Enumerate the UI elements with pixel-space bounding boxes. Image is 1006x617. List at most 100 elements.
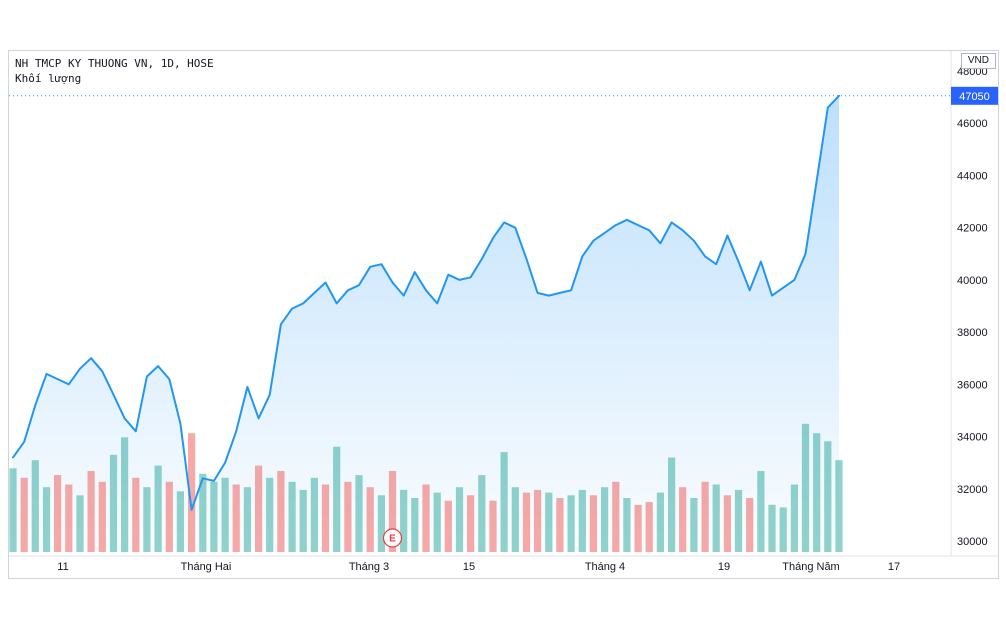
- chart-panel[interactable]: NH TMCP KY THUONG VN, 1D, HOSE Khối lượn…: [8, 50, 999, 579]
- volume-bar: [333, 446, 341, 552]
- volume-bar: [723, 495, 731, 552]
- volume-bar: [545, 492, 553, 552]
- volume-bar: [400, 489, 408, 552]
- volume-bar: [366, 487, 374, 552]
- volume-bar: [601, 487, 609, 552]
- volume-bar: [20, 477, 28, 553]
- volume-bar: [556, 498, 564, 552]
- volume-bar: [444, 500, 452, 552]
- x-axis-label: 17: [888, 561, 900, 573]
- y-axis-label: 34000: [957, 432, 988, 444]
- price-area: [13, 95, 839, 553]
- volume-bar: [522, 492, 531, 552]
- volume-bar: [668, 457, 676, 552]
- volume-bar: [310, 477, 318, 553]
- volume-bar: [779, 507, 787, 552]
- volume-bar: [188, 433, 196, 552]
- y-axis-label: 40000: [957, 275, 988, 287]
- volume-bar: [690, 498, 698, 552]
- y-axis-label: 48000: [957, 66, 988, 78]
- volume-bar: [612, 481, 620, 552]
- volume-bar: [109, 454, 118, 552]
- volume-bar: [824, 441, 832, 552]
- volume-bar: [813, 433, 821, 552]
- volume-bar: [65, 484, 73, 552]
- last-price-badge[interactable]: [951, 86, 998, 105]
- x-axis-label: Tháng Năm: [782, 561, 839, 573]
- last-price-value: 47050: [959, 91, 990, 103]
- volume-bar: [210, 481, 218, 552]
- volume-bar: [489, 500, 497, 552]
- x-axis-label: 19: [718, 561, 730, 573]
- volume-bar: [757, 471, 765, 552]
- x-axis-label: Tháng 4: [585, 561, 625, 573]
- volume-bar: [679, 487, 687, 552]
- volume-bar: [467, 495, 475, 552]
- volume-bar: [221, 477, 229, 553]
- volume-bar: [422, 484, 430, 552]
- volume-bar: [266, 477, 274, 553]
- symbol-title[interactable]: NH TMCP KY THUONG VN, 1D, HOSE: [15, 57, 214, 70]
- y-axis-label: 36000: [957, 379, 988, 391]
- volume-bar: [121, 437, 129, 553]
- volume-bar: [165, 481, 173, 552]
- volume-bar: [835, 460, 843, 552]
- volume-bar: [634, 504, 642, 553]
- volume-bar: [768, 504, 776, 553]
- volume-bar: [411, 498, 419, 552]
- volume-bar: [355, 475, 363, 552]
- x-axis-label: 11: [57, 561, 68, 573]
- volume-bar: [746, 498, 754, 552]
- volume-bar: [623, 498, 631, 552]
- price-chart[interactable]: 48000 46000 44000 42000 40000 38000 36000 34000…: [9, 51, 998, 577]
- volume-bar: [288, 481, 296, 552]
- x-axis-label: 15: [463, 561, 475, 573]
- y-axis-label: 32000: [957, 484, 988, 496]
- x-axis-label: Tháng 3: [349, 561, 389, 573]
- volume-bar: [344, 481, 352, 552]
- volume-bar: [377, 495, 385, 552]
- earnings-marker[interactable]: [382, 528, 403, 548]
- volume-bar: [500, 452, 508, 552]
- volume-bar: [567, 495, 575, 552]
- volume-bar: [589, 495, 597, 552]
- volume-bar: [76, 495, 84, 552]
- volume-bar: [277, 471, 285, 552]
- volume-bar: [578, 489, 586, 552]
- earnings-marker-label: E: [389, 534, 396, 545]
- volume-bar: [645, 502, 653, 553]
- volume-bar: [232, 484, 240, 552]
- volume-bar: [154, 465, 162, 552]
- volume-bar: [734, 489, 743, 552]
- volume-bar: [321, 484, 330, 552]
- y-axis-label: 46000: [957, 118, 988, 130]
- volume-bar: [388, 471, 397, 552]
- y-axis-label: 30000: [957, 536, 988, 548]
- volume-bar: [478, 475, 486, 552]
- price-line: [12, 94, 840, 511]
- volume-bar: [701, 481, 709, 552]
- volume-bar: [712, 484, 720, 552]
- volume-bar: [87, 471, 95, 552]
- y-axis-label: 38000: [957, 327, 988, 339]
- volume-bar: [299, 489, 307, 552]
- x-axis-label: Tháng Hai: [181, 561, 232, 573]
- volume-bar: [243, 487, 251, 552]
- volume-bar: [534, 489, 542, 552]
- volume-legend-label[interactable]: Khối lượng: [15, 72, 82, 85]
- volume-bar: [455, 487, 464, 552]
- volume-bar: [176, 491, 184, 553]
- volume-bar: [31, 460, 39, 552]
- volume-bar: [9, 468, 17, 552]
- currency-label[interactable]: VND: [960, 53, 996, 69]
- chart-legend: NH TMCP KY THUONG VN, 1D, HOSE Khối lượn…: [15, 56, 214, 86]
- volume-bar: [790, 484, 798, 552]
- volume-bar: [199, 473, 207, 552]
- y-axis-label: 42000: [957, 223, 988, 235]
- volume-bar: [656, 492, 664, 552]
- volume-bar: [801, 423, 810, 553]
- volume-bar: [132, 477, 140, 553]
- volume-bar: [255, 465, 263, 552]
- volume-bar: [42, 487, 51, 552]
